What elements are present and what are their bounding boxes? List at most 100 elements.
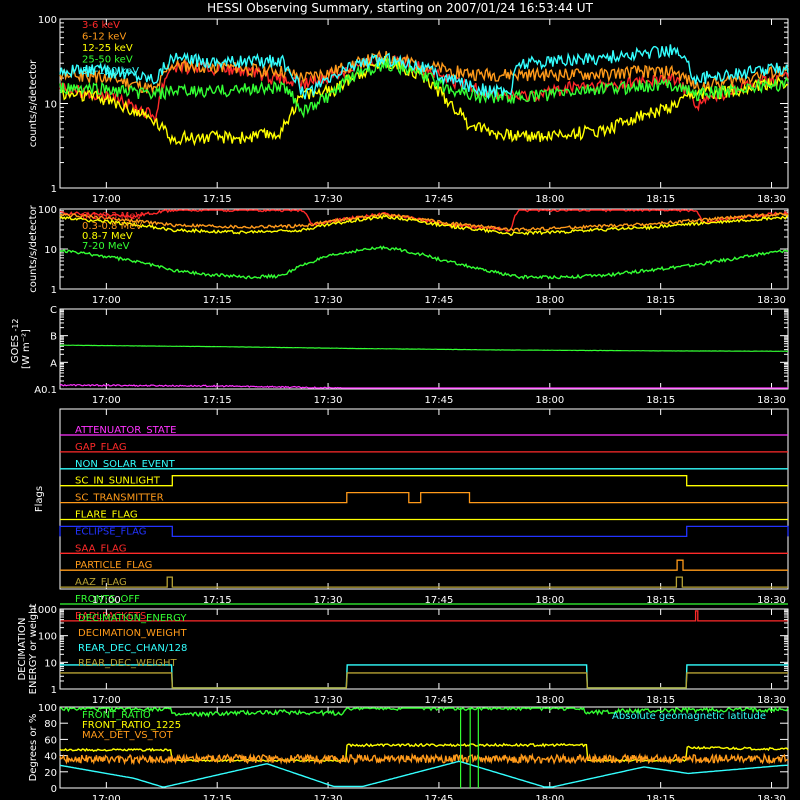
panel-goes-xtick-label: 18:30 [757,395,786,406]
legend-entry-3-6-kev: 3-6 keV [82,20,120,31]
series-line-max-det-vs-tot [59,752,789,766]
flag-line-aaz-flag [60,576,788,588]
legend-entry-12-25-kev: 12-25 keV [82,43,133,54]
series-line-12-25-kev [59,55,789,147]
panel-ratios-ytick-label: 20 [44,768,57,779]
panel-low_energy-ylabel: counts/s/detector [28,59,39,147]
flag-label-sc-transmitter: SC_TRANSMITTER [75,493,164,504]
panel-ratios-xtick-label: 17:15 [203,794,232,800]
legend-entry-6-12-kev: 6-12 keV [82,32,126,43]
series-line-7-20-mev [59,245,789,280]
panel-flags-xtick-label: 17:00 [92,595,121,606]
panel-ratios-xtick-label: 17:30 [314,794,343,800]
series-line-0-3-0-8-mev [59,212,789,233]
panel-goes-xtick-label: 17:45 [425,395,454,406]
panel-ratios-xtick-label: 17:00 [92,794,121,800]
flag-label-attenuator-state: ATTENUATOR_STATE [75,425,176,436]
panel-high_energy-ytick-label: 1 [51,285,57,296]
panel-ratios-xtick-label: 18:15 [646,794,675,800]
panel-decimation-border [59,608,789,690]
panel-low_energy-frame: 17:00 17:15 17:30 17:45 18:00 18:15 18:30 [59,18,789,205]
panel-ratios-ytick-label: 40 [44,752,57,763]
series-line-rear-dec-weight [60,672,788,689]
panel-goes-ytick-label: A0.1 [34,385,57,396]
panel-high_energy-yaxis: 1 10 100 [38,205,788,296]
legend-entry-decimation-weight: DECIMATION_WEIGHT [78,628,187,639]
flag-label-particle-flag: PARTICLE_FLAG [75,560,152,571]
panel-low_energy-xtick-label: 18:30 [757,194,786,205]
panel-flags-xtick-label: 18:30 [757,595,786,606]
panel-decimation-xtick-label: 18:30 [757,695,786,706]
panel-high_energy-ytick-label: 10 [44,245,57,256]
panel-low_energy-xtick-label: 18:15 [646,194,675,205]
panel-flags-xtick-label: 18:00 [535,595,564,606]
panel-goes-frame: 17:00 17:15 17:30 17:45 18:00 18:15 18:30 [59,308,789,406]
panel-ratios-xtick-label: 18:30 [757,794,786,800]
flag-label-non-solar-event: NON_SOLAR_EVENT [75,459,176,470]
panel-decimation-ylabel: DECIMATION [17,617,28,680]
panel-ratios-border [59,706,789,789]
series-line-50-100-kev [59,44,789,101]
panel-ratios-xtick-label: 17:45 [425,794,454,800]
panel-flags-xtick-label: 17:15 [203,595,232,606]
panel-goes-yaxis: A0.1 A B C [34,305,788,396]
series-line-25-50-kev [59,57,789,119]
panel-flags-xtick-label: 17:30 [314,595,343,606]
panel-decimation-xtick-label: 17:00 [92,695,121,706]
legend-entry-front-ratio: FRONT_RATIO [82,710,151,721]
panel-decimation-xtick-label: 17:15 [203,695,232,706]
panel-ratios-frame: 17:00 17:15 17:30 17:45 18:00 18:15 18:30 [59,706,789,800]
panel-low_energy-xtick-label: 17:15 [203,194,232,205]
panel-low_energy-xtick-label: 17:45 [425,194,454,205]
panel-high_energy-xtick-label: 17:15 [203,295,232,306]
panel-goes-ytick-label: C [50,305,57,316]
panel-low_energy-ytick-label: 10 [44,100,57,111]
panel-goes-ytick-label: A [50,358,57,369]
panel-flags-border [59,408,789,590]
panel-low_energy-xtick-label: 18:00 [535,194,564,205]
panel-high_energy-xtick-label: 17:00 [92,295,121,306]
panel-flags-ylabel: Flags [34,486,45,512]
panel-goes-xtick-label: 17:00 [92,395,121,406]
panel-low_energy-xtick-label: 17:30 [314,194,343,205]
panel-high_energy-ylabel: counts/s/detector [28,204,39,292]
legend-entry-rear-dec-chan-128: REAR_DEC_CHAN/128 [78,643,187,654]
series-line-0-1-0-3-mev [59,208,789,232]
flag-line-sc-transmitter [60,491,788,504]
panel-decimation-xtick-label: 17:45 [425,695,454,706]
legend-entry-7-20-mev: 7-20 MeV [82,241,130,252]
panel-goes-ylabel-units: [W m⁻²] [21,329,32,369]
panel-high_energy-xtick-label: 18:00 [535,295,564,306]
panel-low_energy-xtick-label: 17:00 [92,194,121,205]
legend-entry-0-8-7-mev: 0.8-7 MeV [82,231,133,242]
panel-decimation-ytick-label: 1000 [32,605,57,616]
series-line-front-ratio [59,706,789,718]
flag-label-flare-flag: FLARE_FLAG [75,510,138,521]
flag-label-gap-flag: GAP_FLAG [75,442,127,453]
panel-ratios-ylabel: Degrees or % [28,714,39,782]
panel-ratios-yaxis: 0 20 40 60 80 100 [38,703,788,795]
panel-decimation-xtick-label: 18:00 [535,695,564,706]
panel-goes-xtick-label: 18:00 [535,395,564,406]
panel-flags-xtick-label: 17:45 [425,595,454,606]
panel-goes-xtick-label: 17:30 [314,395,343,406]
flag-label-saa-flag: SAA_FLAG [75,543,126,554]
flag-label-sc-in-sunlight: SC_IN_SUNLIGHT [75,476,161,487]
panel-ratios-ytick-label: 100 [38,703,57,714]
panel-ratios-xtick-label: 18:00 [535,794,564,800]
panel-goes-xtick-label: 18:15 [646,395,675,406]
flag-line-particle-flag [60,559,788,571]
flag-line-badlpackets [60,610,788,622]
annotation-geomagnetic-latitude: Absolute geomagnetic latitude [612,711,766,722]
panel-goes-border [59,308,789,390]
flag-line-eclipse-flag [59,525,789,538]
legend-entry-max-det-vs-tot: MAX_DET_VS_TOT [82,730,174,741]
panel-decimation-xtick-label: 17:30 [314,695,343,706]
legend-entry-50-100-kev: 50-100 keV [82,66,139,77]
legend-entry-front-ratio-1225: FRONT_RATIO_1225 [82,720,181,731]
panel-goes-ylabel-superscript: -12 [11,318,20,331]
panel-goes-ylabel: GOES [10,335,21,363]
flag-label-badlpackets: BADLPACKETS [75,611,146,622]
panel-high_energy-xtick-label: 18:15 [646,295,675,306]
